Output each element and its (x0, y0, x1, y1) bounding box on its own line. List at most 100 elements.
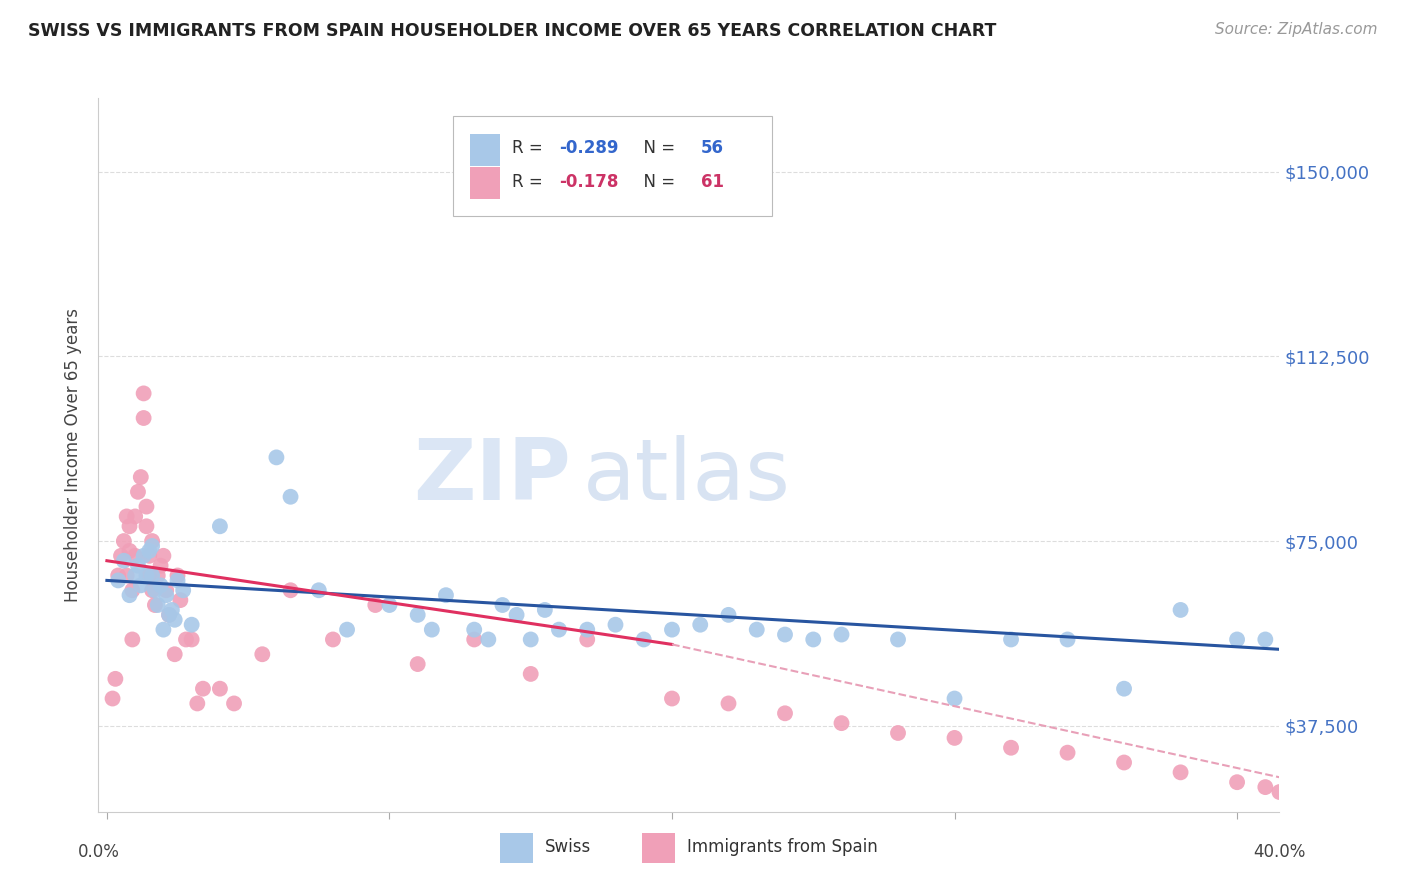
Point (149, 578, 172, 592)
Point (208, 519, 231, 533)
Point (477, 632, 499, 647)
Point (717, 697, 740, 711)
Point (208, 681, 231, 696)
Point (152, 549, 174, 563)
Point (138, 544, 160, 558)
Point (124, 549, 146, 563)
Point (717, 607, 740, 622)
Point (169, 593, 191, 607)
Point (115, 509, 138, 524)
Point (519, 667, 541, 681)
Point (661, 623, 683, 637)
Point (252, 647, 274, 661)
Point (689, 617, 711, 632)
Point (141, 583, 163, 598)
Point (138, 549, 160, 563)
Text: N =: N = (634, 173, 681, 191)
Point (406, 657, 429, 671)
Point (887, 726, 910, 740)
FancyBboxPatch shape (453, 116, 772, 216)
Text: R =: R = (512, 173, 548, 191)
Point (1170, 765, 1192, 780)
Text: Swiss: Swiss (546, 838, 591, 856)
Point (463, 623, 485, 637)
Point (121, 583, 143, 598)
Text: N =: N = (634, 139, 681, 157)
Point (143, 598, 166, 612)
Point (152, 623, 174, 637)
Point (434, 588, 457, 602)
Point (174, 632, 197, 647)
FancyBboxPatch shape (471, 134, 501, 166)
Point (266, 450, 288, 465)
Point (127, 558, 149, 573)
Point (135, 568, 157, 582)
Point (801, 632, 824, 647)
Point (146, 598, 169, 612)
Point (1226, 632, 1249, 647)
Point (322, 632, 344, 647)
Point (1000, 632, 1022, 647)
Point (155, 583, 177, 598)
Point (1254, 632, 1277, 647)
Point (745, 623, 768, 637)
Point (633, 632, 655, 647)
Point (135, 500, 157, 514)
Point (773, 627, 796, 641)
Point (186, 697, 208, 711)
Point (1056, 746, 1078, 760)
Point (138, 568, 160, 582)
Point (280, 583, 302, 598)
Point (463, 632, 485, 647)
Point (112, 554, 135, 568)
Point (548, 623, 571, 637)
Point (107, 574, 129, 588)
Point (943, 691, 966, 706)
Point (773, 706, 796, 721)
Point (280, 490, 302, 504)
Point (1112, 681, 1135, 696)
Point (378, 598, 401, 612)
Point (576, 632, 599, 647)
Point (1226, 775, 1249, 789)
Point (163, 647, 186, 661)
Text: SWISS VS IMMIGRANTS FROM SPAIN HOUSEHOLDER INCOME OVER 65 YEARS CORRELATION CHAR: SWISS VS IMMIGRANTS FROM SPAIN HOUSEHOLD… (28, 22, 997, 40)
Text: -0.178: -0.178 (560, 173, 619, 191)
Point (155, 588, 177, 602)
Point (141, 534, 163, 549)
Point (107, 568, 129, 582)
Point (1254, 780, 1277, 794)
Point (1056, 632, 1078, 647)
Point (115, 568, 138, 582)
Point (491, 598, 513, 612)
Point (1170, 603, 1192, 617)
Point (831, 716, 853, 731)
Point (129, 578, 152, 592)
Text: 40.0%: 40.0% (1253, 843, 1306, 861)
Point (406, 607, 429, 622)
FancyBboxPatch shape (471, 168, 501, 200)
Point (191, 681, 214, 696)
Point (534, 603, 557, 617)
Point (519, 632, 541, 647)
Point (180, 617, 202, 632)
Point (143, 583, 166, 598)
Point (101, 691, 124, 706)
Point (160, 603, 183, 617)
Point (887, 632, 910, 647)
Point (1000, 740, 1022, 755)
Point (135, 519, 157, 533)
Text: atlas: atlas (582, 434, 790, 518)
Text: ZIP: ZIP (413, 434, 571, 518)
Text: Source: ZipAtlas.com: Source: ZipAtlas.com (1215, 22, 1378, 37)
Point (132, 386, 155, 401)
Text: 56: 56 (700, 139, 724, 157)
Point (118, 519, 141, 533)
Point (112, 534, 135, 549)
Point (661, 691, 683, 706)
Point (308, 583, 330, 598)
Text: -0.289: -0.289 (560, 139, 619, 157)
Point (141, 568, 163, 582)
Point (172, 583, 194, 598)
Text: 0.0%: 0.0% (77, 843, 120, 861)
